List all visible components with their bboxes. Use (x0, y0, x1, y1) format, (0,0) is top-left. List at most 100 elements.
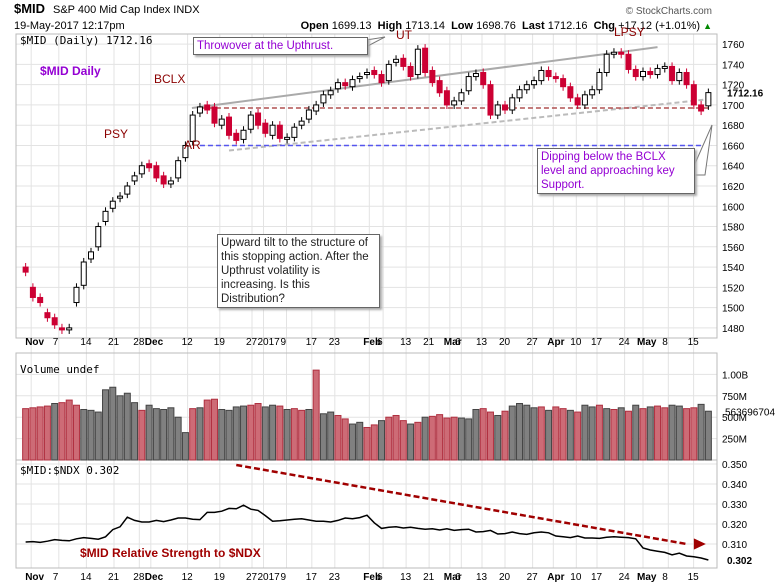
rs-x-tick-label: 13 (476, 572, 488, 583)
volume-bar (94, 411, 102, 461)
volume-bar (334, 414, 342, 461)
rs-x-tick-label: Apr (547, 572, 564, 583)
price-tick-label: 1660 (722, 141, 745, 152)
volume-bar (566, 409, 574, 461)
volume-bar (341, 418, 349, 461)
candle-body (22, 266, 29, 273)
candle-body (138, 165, 145, 175)
rs-x-tick-label: Feb (363, 572, 381, 583)
datetime: 19-May-2017 12:17pm (14, 20, 125, 32)
rs-panel-title: $MID:$NDX 0.302 (20, 464, 119, 477)
candle-body (58, 327, 65, 331)
annotation-upward-tilt: Upward tilt to the structure of this sto… (217, 234, 380, 308)
lower-trendline (228, 97, 713, 152)
volume-bar (595, 404, 603, 461)
candle-body (356, 76, 363, 80)
candle-body (124, 185, 131, 195)
candle-body (596, 72, 603, 91)
rs-x-tick-label: 9 (281, 572, 287, 583)
candle-body (545, 69, 552, 78)
open-value: 1699.13 (331, 20, 372, 32)
volume-bar (610, 408, 618, 461)
volume-bar (646, 406, 654, 461)
volume-bar (138, 409, 146, 461)
candle-body (661, 65, 668, 69)
volume-bar (167, 407, 175, 461)
candle-body (44, 312, 51, 319)
candle-body (698, 104, 705, 112)
candle-body (378, 74, 385, 84)
volume-bar (370, 424, 378, 461)
candle-body (226, 116, 232, 136)
rs-x-tick-label: 7 (53, 572, 59, 583)
candle-body (451, 100, 458, 106)
annotation-throwover: Throwover at the Upthrust. (193, 37, 368, 55)
rs-tick-label: 0.330 (722, 500, 747, 511)
volume-bar (160, 408, 168, 461)
candle-body (487, 84, 494, 116)
price-tick-label: 1700 (722, 101, 745, 112)
candle-body (676, 72, 683, 82)
price-x-tick-label: May (637, 337, 657, 348)
volume-tick-label: 500M (722, 413, 747, 424)
candle-body (516, 89, 523, 99)
rs-x-tick-label: 20 (499, 572, 511, 583)
candle-body (334, 82, 341, 90)
volume-tick-label: 1.00B (722, 370, 748, 381)
candle-body (589, 89, 596, 96)
volume-bar (407, 423, 415, 461)
candle-body (669, 65, 676, 82)
volume-bar (617, 407, 625, 461)
rs-x-tick-label: 8 (662, 572, 668, 583)
candle-body (305, 109, 312, 120)
volume-bar (319, 413, 327, 461)
volume-bar (181, 432, 189, 461)
price-x-tick-label: 23 (329, 337, 341, 348)
price-x-tick-label: 10 (570, 337, 582, 348)
volume-bar (43, 405, 51, 461)
rs-x-tick-label: 17 (591, 572, 603, 583)
volume-bar (516, 403, 524, 461)
candle-body (618, 51, 625, 55)
volume-bar (661, 407, 669, 461)
price-x-tick-label: 17 (591, 337, 603, 348)
candle-body (603, 53, 610, 74)
annotation-dipping: Dipping below the BCLX level and approac… (537, 148, 695, 194)
rs-x-tick-label: Dec (145, 572, 164, 583)
price-tick-label: 1480 (722, 324, 745, 335)
price-x-tick-label: 9 (281, 337, 287, 348)
high-label: High (377, 20, 403, 32)
last-label: Last (522, 20, 545, 32)
candle-body (117, 195, 124, 199)
volume-bar (385, 416, 393, 461)
volume-bar (472, 408, 480, 461)
candle-body (320, 94, 327, 104)
candle-body (581, 94, 588, 106)
price-x-tick-label: 20 (499, 337, 511, 348)
volume-bar (421, 416, 429, 461)
rs-x-tick-label: Nov (25, 572, 44, 583)
price-panel-frame (15, 33, 718, 339)
candle-body (313, 104, 320, 112)
volume-bar (465, 418, 473, 461)
price-tick-label: 1580 (722, 223, 745, 234)
candle-body (690, 84, 697, 106)
volume-bar (683, 408, 691, 461)
rs-x-tick-label: 15 (688, 572, 700, 583)
candle-body (509, 97, 516, 111)
volume-bar (116, 395, 124, 461)
price-x-tick-label: Dec (145, 337, 164, 348)
candle-body (393, 58, 400, 63)
volume-bar (479, 408, 487, 461)
candle-body (95, 226, 102, 248)
candle-body (284, 136, 291, 140)
label-ut: UT (396, 28, 413, 42)
volume-bar (276, 405, 284, 461)
chg-label: Chg (593, 20, 615, 32)
rs-x-tick-label: 28 (133, 572, 145, 583)
candle-body (371, 69, 378, 76)
price-x-tick-label: 14 (80, 337, 92, 348)
volume-bar (65, 399, 73, 461)
copyright: © StockCharts.com (625, 6, 712, 17)
price-x-tick-label: 15 (688, 337, 700, 348)
